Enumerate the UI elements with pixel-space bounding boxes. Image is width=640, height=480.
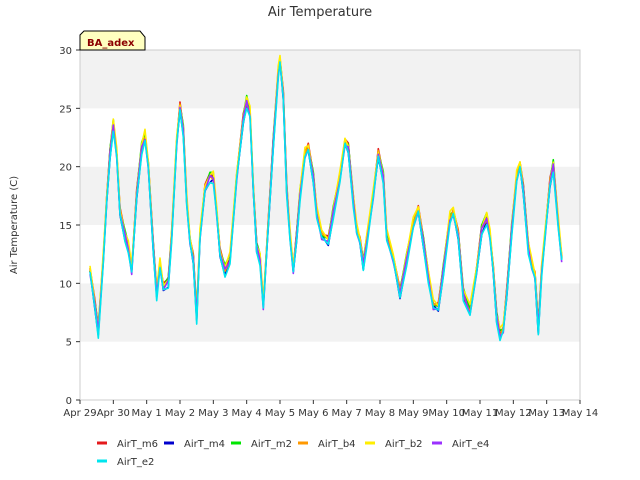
y-axis-label: Air Temperature (C) (9, 176, 20, 274)
x-tick-label: May 14 (562, 408, 599, 419)
x-tick-label: May 12 (495, 408, 532, 419)
legend-item: AirT_m2 (231, 439, 292, 450)
x-tick-label: Apr 30 (97, 408, 130, 419)
y-tick-label: 0 (66, 396, 72, 407)
x-tick-label: May 8 (365, 408, 395, 419)
x-tick-label: May 6 (298, 408, 328, 419)
grid-band (80, 108, 580, 167)
y-tick-label: 20 (59, 163, 72, 174)
legend-label: AirT_b4 (318, 439, 356, 450)
legend-label: AirT_m4 (184, 439, 225, 450)
x-tick-label: May 7 (332, 408, 362, 419)
x-tick-label: May 2 (165, 408, 195, 419)
y-tick-label: 30 (59, 46, 72, 57)
legend-item: AirT_e4 (432, 439, 489, 450)
x-tick-label: May 11 (462, 408, 499, 419)
site-badge-box (79, 30, 146, 51)
x-tick-label: May 4 (232, 408, 262, 419)
legend-label: AirT_m2 (251, 439, 292, 450)
x-tick-label: Apr 29 (63, 408, 96, 419)
series-line-airt-e2 (89, 61, 563, 342)
x-tick-label: May 3 (198, 408, 228, 419)
x-axis-ticks: Apr 29 Apr 30 May 1 May 2 May 3 May 4 May 5 May… (63, 400, 598, 419)
legend-label: AirT_m6 (117, 439, 158, 450)
y-axis-ticks: 0 5 10 15 20 25 30 (59, 46, 80, 407)
legend-label: AirT_b2 (385, 439, 423, 450)
x-tick-label: May 10 (428, 408, 465, 419)
y-tick-label: 5 (66, 338, 72, 349)
series-lines (89, 54, 563, 342)
legend-label: AirT_e4 (452, 439, 489, 450)
x-tick-label: May 1 (132, 408, 162, 419)
grid-band (80, 50, 580, 109)
grid-band (80, 341, 580, 400)
x-tick-label: May 5 (265, 408, 295, 419)
y-tick-label: 15 (59, 221, 72, 232)
x-tick-label: May 9 (398, 408, 428, 419)
legend-item: AirT_b2 (365, 439, 423, 450)
site-badge-label: BA_adex (87, 38, 135, 49)
x-tick-label: May 13 (528, 408, 565, 419)
grid-band (80, 166, 580, 225)
legend-item: AirT_m6 (97, 439, 158, 450)
legend-item: AirT_e2 (97, 457, 154, 468)
site-badge: BA_adex (79, 30, 146, 51)
y-tick-label: 10 (59, 279, 72, 290)
legend-item: AirT_m4 (164, 439, 225, 450)
plot-background-bands (80, 50, 580, 400)
legend: AirT_m6 AirT_m4 AirT_m2 AirT_b4 AirT_b2 AirT_… (97, 439, 489, 468)
legend-item: AirT_b4 (298, 439, 356, 450)
legend-label: AirT_e2 (117, 457, 154, 468)
y-tick-label: 25 (59, 104, 72, 115)
chart-title: Air Temperature (268, 5, 372, 20)
